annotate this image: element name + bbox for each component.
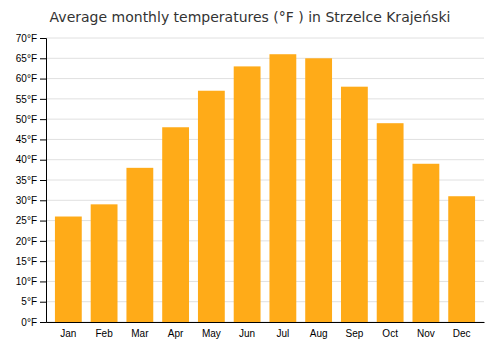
tick: Apr (168, 328, 184, 339)
tick-label: 10°F (16, 276, 37, 287)
tick: Nov (417, 328, 435, 339)
tick-label: 45°F (16, 134, 37, 145)
bar (269, 54, 296, 322)
tick-label: 15°F (16, 256, 37, 267)
tick-mark (40, 38, 46, 39)
axis-line (40, 39, 47, 323)
tick: 5°F (21, 296, 46, 307)
tick-mark (40, 241, 46, 242)
bar (91, 204, 118, 322)
tick: Dec (453, 328, 471, 339)
tick: 45°F (16, 134, 46, 145)
tick-label: Jan (60, 328, 76, 339)
tick-label: Aug (310, 328, 328, 339)
tick-mark (40, 302, 46, 303)
tick: 40°F (16, 154, 46, 165)
tick-label: Feb (95, 328, 113, 339)
plot-area: 0°F 5°F 10°F 15°F 20°F 25°F 30°F 35°F 40°F 45°F 50… (16, 33, 485, 339)
grid-line (46, 119, 484, 120)
tick-label: 25°F (16, 215, 37, 226)
tick-label: Nov (417, 328, 435, 339)
tick-label: Dec (453, 328, 471, 339)
tick: Sep (345, 328, 363, 339)
tick-label: 65°F (16, 53, 37, 64)
tick-label: 20°F (16, 236, 37, 247)
grid-line (46, 38, 484, 39)
tick-mark (40, 79, 46, 80)
tick-label: Apr (168, 328, 184, 339)
tick: 15°F (16, 256, 46, 267)
tick-mark (40, 58, 46, 59)
tick: 10°F (16, 276, 46, 287)
tick-label: Jul (276, 328, 289, 339)
tick-label: Sep (345, 328, 363, 339)
tick-label: 30°F (16, 195, 37, 206)
tick: Jun (239, 328, 255, 339)
tick-label: 5°F (21, 296, 37, 307)
tick-label: May (202, 328, 221, 339)
tick-mark (40, 119, 46, 120)
bar (55, 217, 82, 322)
tick: 25°F (16, 215, 46, 226)
tick: 20°F (16, 236, 46, 247)
tick: 60°F (16, 73, 46, 84)
tick: May (202, 328, 221, 339)
tick-label: Oct (382, 328, 398, 339)
tick-label: 40°F (16, 154, 37, 165)
tick-mark (40, 281, 46, 282)
tick: 0°F (21, 317, 46, 328)
tick-mark (40, 180, 46, 181)
tick-label: Jun (239, 328, 255, 339)
tick-mark (40, 139, 46, 140)
tick: Feb (95, 328, 113, 339)
tick-mark (40, 221, 46, 222)
bar (448, 196, 475, 322)
tick: 55°F (16, 94, 46, 105)
chart-svg: Average monthly temperatures (°F ) in St… (0, 0, 500, 350)
bar (198, 91, 225, 322)
tick-label: 50°F (16, 114, 37, 125)
tick-label: 35°F (16, 175, 37, 186)
chart-title: Average monthly temperatures (°F ) in St… (50, 9, 451, 25)
grid-line (46, 139, 484, 140)
grid-line (46, 98, 484, 99)
tick: Jan (60, 328, 76, 339)
bar (412, 164, 439, 322)
bars (55, 54, 475, 322)
bar (305, 58, 332, 322)
tick: Mar (131, 328, 149, 339)
tick: 35°F (16, 175, 46, 186)
grid-line (46, 78, 484, 79)
tick: 30°F (16, 195, 46, 206)
tick-mark (40, 261, 46, 262)
tick: 70°F (16, 33, 46, 44)
tick-label: Mar (131, 328, 149, 339)
grid-line (46, 58, 484, 59)
tick-label: 0°F (21, 317, 37, 328)
tick-label: 70°F (16, 33, 37, 44)
x-axis: Jan Feb Mar Apr May Jun Jul Aug Sep Oct Nov Dec (47, 323, 485, 340)
tick: 65°F (16, 53, 46, 64)
chart-container: Average monthly temperatures (°F ) in St… (0, 0, 500, 350)
tick-mark (40, 322, 46, 323)
tick-mark (40, 200, 46, 201)
grid-line (46, 159, 484, 160)
tick-label: 60°F (16, 73, 37, 84)
tick: 50°F (16, 114, 46, 125)
bar (234, 66, 261, 322)
grid (46, 38, 484, 322)
bar (162, 127, 189, 322)
tick-mark (40, 160, 46, 161)
tick: Aug (310, 328, 328, 339)
bar (377, 123, 404, 322)
tick-mark (40, 99, 46, 100)
bar (126, 168, 153, 322)
tick: Oct (382, 328, 398, 339)
tick-label: 55°F (16, 94, 37, 105)
bar (341, 87, 368, 322)
tick: Jul (276, 328, 289, 339)
axis-line (47, 322, 485, 323)
y-axis: 0°F 5°F 10°F 15°F 20°F 25°F 30°F 35°F 40°F 45°F 50… (16, 33, 47, 328)
